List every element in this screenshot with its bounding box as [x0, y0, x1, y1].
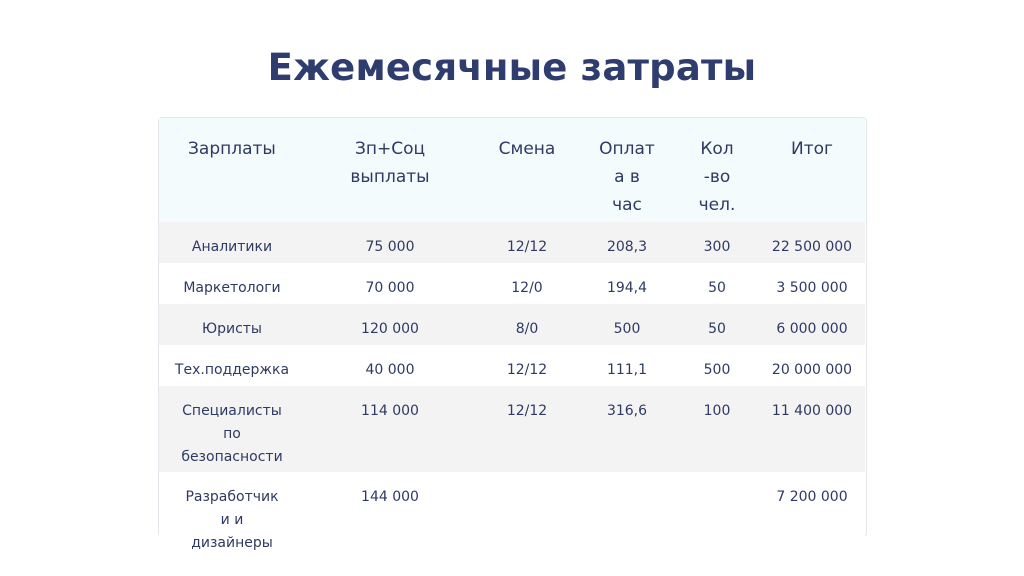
- table-cell: 120 000: [361, 321, 419, 337]
- table-cell: 194,4: [606, 280, 648, 296]
- page-title: Ежемесячные затраты: [267, 46, 757, 89]
- table-row: Юристы 120 000 8/0 500 50 6 000 000: [159, 304, 865, 345]
- table-header-row: Зарплаты Зп+Соц выплаты Смена Оплат а в …: [159, 118, 865, 222]
- table-cell: 12/0: [511, 280, 543, 296]
- table-cell: 6 000 000: [776, 321, 848, 337]
- table-row: Тех.поддержка 40 000 12/12 111,1 500 20 …: [159, 345, 865, 386]
- table-cell: Специалисты по безопасности: [181, 403, 283, 465]
- table-cell: 12/12: [506, 362, 548, 378]
- header-cell-shift: Смена: [498, 139, 556, 159]
- table-cell: 316,6: [606, 403, 648, 419]
- costs-table: Зарплаты Зп+Соц выплаты Смена Оплат а в …: [159, 118, 865, 562]
- table-cell: 3 500 000: [776, 280, 848, 296]
- table-row: Маркетологи 70 000 12/0 194,4 50 3 500 0…: [159, 263, 865, 304]
- table-cell: 12/12: [506, 239, 548, 255]
- header-cell-headcount: Кол -во чел.: [698, 139, 736, 215]
- table-cell: 500: [703, 362, 731, 378]
- table-cell: 75 000: [365, 239, 415, 255]
- header-cell-total: Итог: [791, 139, 833, 159]
- table-cell: Разработчик и и дизайнеры: [185, 489, 279, 551]
- table-cell: Аналитики: [191, 239, 273, 255]
- table-row: Специалисты по безопасности 114 000 12/1…: [159, 386, 865, 472]
- table-cell: Тех.поддержка: [174, 362, 290, 378]
- table-cell: Маркетологи: [183, 280, 281, 296]
- table-cell: [475, 472, 579, 562]
- table-cell: 11 400 000: [771, 403, 853, 419]
- header-cell-salary-social: Зп+Соц выплаты: [350, 139, 430, 187]
- header-cell-salaries: Зарплаты: [188, 139, 276, 159]
- table-cell: Юристы: [201, 321, 262, 337]
- table-cell: 114 000: [361, 403, 419, 419]
- table-cell: 12/12: [506, 403, 548, 419]
- table-cell: 500: [613, 321, 641, 337]
- costs-table-card: Зарплаты Зп+Соц выплаты Смена Оплат а в …: [158, 117, 867, 562]
- table-cell: 22 500 000: [771, 239, 853, 255]
- table-cell: [579, 472, 675, 562]
- table-cell: 40 000: [365, 362, 415, 378]
- table-cell: 208,3: [606, 239, 648, 255]
- table-cell: 100: [703, 403, 731, 419]
- table-row: Разработчик и и дизайнеры 144 000 7 200 …: [159, 472, 865, 562]
- table-cell: 144 000: [361, 489, 419, 505]
- table-cell: 20 000 000: [771, 362, 853, 378]
- header-cell-hourly-pay: Оплат а в час: [599, 139, 655, 215]
- table-cell: 300: [703, 239, 731, 255]
- table-cell: 111,1: [606, 362, 648, 378]
- table-cell: 70 000: [365, 280, 415, 296]
- table-row: Аналитики 75 000 12/12 208,3 300 22 500 …: [159, 222, 865, 263]
- table-cell: 50: [708, 280, 726, 296]
- table-cell: 7 200 000: [776, 489, 848, 505]
- table-cell: 50: [708, 321, 726, 337]
- table-cell: [675, 472, 759, 562]
- table-cell: 8/0: [515, 321, 539, 337]
